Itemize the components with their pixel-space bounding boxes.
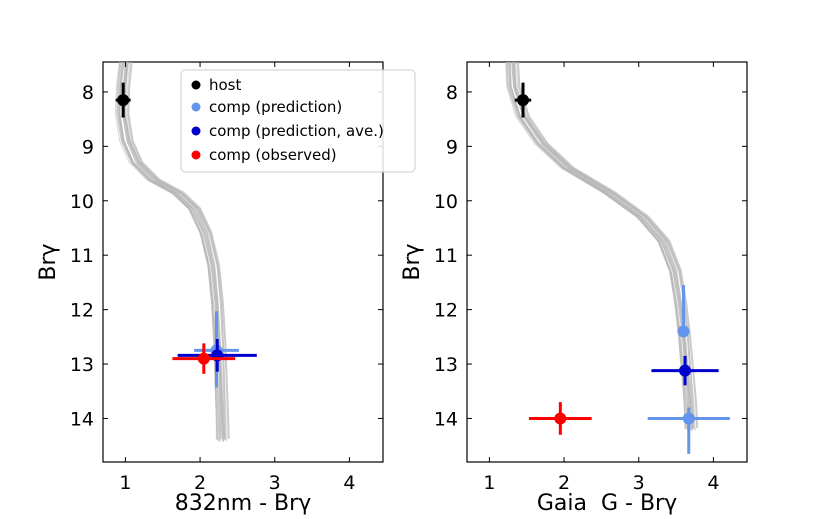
left-point-host: [115, 82, 131, 118]
right-isochrone-track: [515, 61, 696, 431]
left-isochrone-track: [127, 61, 230, 439]
right-y-axis-label: Brγ: [400, 243, 425, 280]
right-ytick-label: 11: [434, 245, 458, 267]
right-point-comp-prediction: [647, 407, 730, 454]
left-data-points: [115, 82, 257, 388]
legend: host comp (prediction) comp (prediction,…: [180, 69, 416, 173]
right-marker-comp-prediction: [677, 325, 690, 338]
left-xtick-label: 3: [269, 472, 281, 494]
right-isochrone-track: [509, 61, 691, 429]
right-isochrone-track: [512, 61, 694, 429]
right-ytick-label: 12: [434, 300, 458, 322]
right-data-points: [514, 82, 730, 454]
right-isochrone-tracks: [505, 61, 699, 431]
right-x-axis-label: Gaia G - Brγ: [537, 491, 677, 516]
right-xtick-label: 2: [558, 472, 570, 494]
left-ytick-label: 13: [70, 354, 94, 376]
right-ytick-label: 9: [446, 136, 458, 158]
right-isochrone-track: [513, 61, 695, 430]
right-point-host: [514, 82, 532, 118]
right-marker-comp-observed: [554, 412, 567, 425]
legend-marker-host: [191, 80, 201, 90]
left-xtick-label: 4: [343, 472, 355, 494]
left-xtick-label: 1: [119, 472, 131, 494]
right-point-comp-prediction-ave: [651, 355, 719, 386]
legend-label-comp-observed: comp (observed): [209, 146, 337, 164]
left-ytick-label: 14: [70, 408, 94, 430]
right-isochrone-track: [505, 61, 686, 429]
left-plot-frame: [102, 61, 384, 463]
legend-marker-comp-prediction-ave: [191, 126, 201, 136]
right-point-comp-prediction: [677, 285, 690, 338]
right-xtick-label: 3: [633, 472, 645, 494]
legend-label-comp-prediction: comp (prediction): [209, 98, 342, 116]
right-marker-host: [517, 94, 529, 107]
left-ytick-label: 9: [82, 136, 94, 158]
right-ytick-label: 10: [434, 191, 458, 213]
right-marker-comp-prediction: [682, 412, 695, 425]
left-marker-comp-observed: [197, 352, 210, 365]
right-xtick-label: 4: [707, 472, 719, 494]
left-x-axis-label: 832nm - Brγ: [175, 491, 311, 516]
left-isochrone-track: [126, 61, 228, 442]
legend-marker-comp-observed: [191, 150, 201, 160]
right-plot-frame: [466, 61, 748, 463]
left-marker-host: [117, 94, 130, 107]
legend-label-comp-prediction-ave: comp (prediction, ave.): [209, 122, 384, 140]
left-isochrone-track: [123, 61, 226, 441]
legend-box: [180, 69, 416, 173]
right-isochrone-track: [511, 61, 693, 431]
left-xtick-label: 2: [194, 472, 206, 494]
left-point-comp-prediction-ave: [177, 339, 257, 372]
right-ytick-label: 14: [434, 408, 458, 430]
left-ytick-label: 10: [70, 191, 94, 213]
left-point-comp-observed: [172, 343, 236, 374]
right-ytick-label: 8: [446, 82, 458, 104]
right-ytick-label: 13: [434, 354, 458, 376]
right-xtick-label: 1: [483, 472, 495, 494]
left-ytick-label: 8: [82, 82, 94, 104]
right-isochrone-track: [507, 61, 689, 431]
left-ytick-label: 11: [70, 245, 94, 267]
right-isochrone-track: [517, 61, 699, 429]
left-y-axis-label: Brγ: [36, 243, 61, 280]
legend-marker-comp-prediction: [191, 102, 201, 112]
right-marker-comp-prediction-ave: [679, 364, 692, 377]
left-isochrone-track: [118, 61, 222, 439]
left-ytick-label: 12: [70, 300, 94, 322]
legend-label-host: host: [209, 76, 241, 94]
right-point-comp-observed: [528, 402, 592, 435]
